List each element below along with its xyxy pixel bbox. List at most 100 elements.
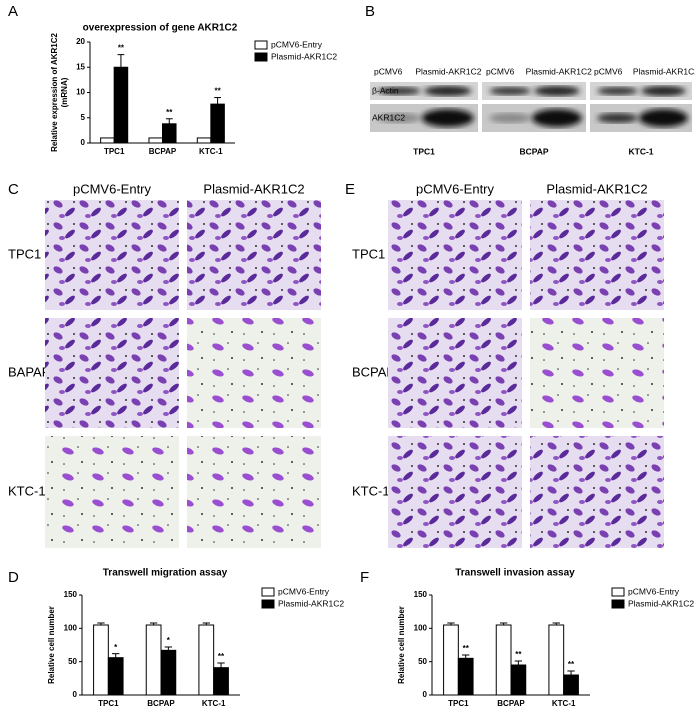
legend-label: Plasmid-AKR1C2: [628, 598, 694, 608]
row-label: BCPAP: [352, 364, 395, 379]
bar: [495, 624, 512, 696]
bar: [93, 624, 109, 696]
panel-letter: D: [8, 569, 19, 586]
panel-letter: F: [360, 569, 369, 586]
band: [641, 86, 686, 96]
x-tick-label: BCPAP: [497, 699, 525, 708]
y-tick-label: 0: [423, 690, 428, 699]
bar: [457, 657, 474, 696]
micrograph: [45, 200, 179, 310]
significance: **: [515, 650, 522, 659]
y-tick-label: 0: [73, 690, 78, 699]
bar: [443, 624, 459, 696]
x-tick-label: BCPAP: [149, 147, 177, 156]
y-tick-label: 150: [414, 590, 428, 599]
x-tick-label: BCPAP: [147, 699, 175, 708]
y-tick-label: 150: [64, 590, 78, 599]
column-label: pCMV6-Entry: [73, 181, 152, 196]
row-label: β-Actin: [372, 85, 399, 95]
legend-swatch: [261, 587, 275, 597]
column-label: Plasmid-AKR1C2: [546, 181, 647, 196]
bar: [162, 123, 177, 144]
significance: **: [214, 87, 221, 96]
bar: [100, 137, 115, 144]
bar: [563, 674, 579, 696]
x-tick-label: TPC1: [448, 699, 469, 708]
lane-label: pCMV6: [374, 66, 403, 76]
lane-label: Plasmid-AKR1C2: [633, 66, 695, 76]
lane-label: Plasmid-AKR1C2: [526, 66, 592, 76]
micrograph: [45, 318, 179, 428]
row-label: BAPAP: [8, 364, 50, 379]
y-axis-label: Relative expression of AKR1C2(mRNA): [50, 33, 69, 152]
bar: [145, 624, 162, 696]
chart-title: Transwell migration assay: [103, 568, 228, 579]
row-label: AKR1C2: [372, 112, 405, 122]
micrograph: [45, 436, 179, 548]
bar: [107, 657, 124, 696]
y-tick-label: 50: [68, 657, 77, 666]
y-axis-label-line: Relative cell number: [47, 606, 56, 684]
legend-label: pCMV6-Entry: [628, 586, 680, 596]
significance: **: [568, 660, 575, 669]
x-tick-label: TPC1: [104, 147, 125, 156]
column-label: pCMV6-Entry: [416, 181, 495, 196]
micrograph: [388, 200, 522, 310]
column-label: Plasmid-AKR1C2: [203, 181, 304, 196]
micrograph: [388, 436, 522, 548]
bar: [148, 137, 163, 144]
cell-line-label: TPC1: [413, 146, 435, 156]
band: [489, 113, 531, 123]
band: [421, 109, 474, 127]
legend-swatch: [261, 599, 275, 609]
band: [424, 86, 472, 96]
chart-title: Transwell invasion assay: [455, 568, 575, 579]
y-axis-label-line: Relative cell number: [397, 606, 406, 684]
bar: [113, 66, 129, 144]
cell-line-label: BCPAP: [519, 146, 548, 156]
legend-swatch: [254, 40, 268, 50]
micrograph: [187, 436, 321, 548]
panel-letter: C: [8, 181, 19, 198]
lane-label: Plasmid-AKR1C2: [415, 66, 481, 76]
legend-swatch: [254, 52, 268, 62]
bar: [196, 137, 212, 144]
micrograph: [187, 318, 321, 428]
micrograph: [530, 200, 664, 310]
legend-label: Plasmid-AKR1C2: [278, 598, 344, 608]
legend-label: pCMV6-Entry: [271, 39, 323, 49]
y-tick-label: 20: [76, 37, 85, 46]
y-tick-label: 100: [64, 623, 78, 632]
lane-label: pCMV6: [486, 66, 515, 76]
significance: **: [166, 108, 173, 117]
panel-letter: A: [8, 3, 18, 20]
bar: [160, 649, 177, 696]
row-label: KTC-1: [352, 483, 390, 498]
significance: **: [218, 652, 225, 661]
band: [597, 113, 638, 123]
micrograph: [187, 200, 321, 310]
x-tick-label: KTC-1: [199, 147, 223, 156]
y-tick-label: 5: [81, 113, 86, 122]
y-axis-label-line: (mRNA): [60, 77, 69, 107]
band: [597, 87, 638, 95]
legend-swatch: [611, 599, 625, 609]
row-label: TPC1: [352, 246, 385, 261]
y-tick-label: 100: [414, 623, 428, 632]
significance: **: [118, 44, 125, 53]
y-tick-label: 0: [81, 138, 86, 147]
band: [377, 87, 421, 95]
legend-label: pCMV6-Entry: [278, 586, 330, 596]
panel-letter: E: [345, 181, 355, 198]
bar: [198, 624, 215, 696]
x-tick-label: KTC-1: [202, 699, 226, 708]
bar: [213, 667, 229, 696]
bar: [210, 103, 225, 144]
lane-label: pCMV6: [594, 66, 623, 76]
legend-swatch: [611, 587, 625, 597]
cell-line-label: KTC-1: [628, 146, 653, 156]
y-axis-label: Relative cell number: [47, 606, 56, 684]
row-label: TPC1: [8, 246, 41, 261]
band: [377, 113, 421, 123]
x-tick-label: KTC-1: [552, 699, 576, 708]
